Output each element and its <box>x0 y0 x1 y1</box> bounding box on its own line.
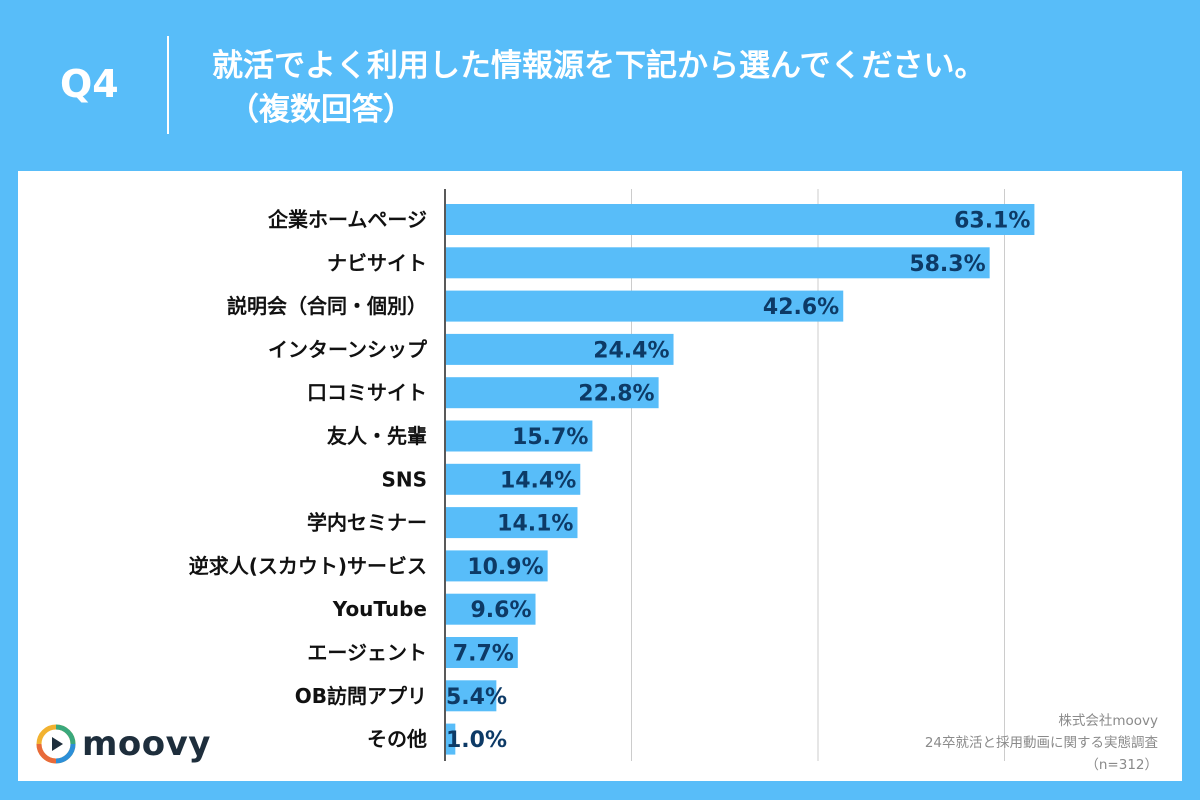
source-sample: （n=312） <box>1085 757 1158 773</box>
value-label-2: 42.6% <box>763 295 839 320</box>
category-label-9: YouTube <box>332 597 427 621</box>
value-label-9: 9.6% <box>471 598 532 623</box>
category-label-2: 説明会（合同・個別） <box>227 294 427 318</box>
value-label-1: 58.3% <box>909 252 985 277</box>
moovy-logo: moovy <box>36 722 211 766</box>
value-label-6: 14.4% <box>500 468 576 493</box>
source-survey: 24卒就活と採用動画に関する実態調査 <box>924 735 1158 751</box>
question-title-line1: 就活でよく利用した情報源を下記から選んでください。 <box>212 48 986 84</box>
category-label-4: 口コミサイト <box>307 381 427 405</box>
bar-0 <box>446 204 1035 235</box>
bar-4 <box>446 377 659 409</box>
category-label-12: その他 <box>367 727 427 751</box>
logo-text: moovy <box>82 724 211 764</box>
question-title: 就活でよく利用した情報源を下記から選んでください。 （複数回答） <box>212 44 1172 132</box>
bar-12 <box>446 723 456 755</box>
chart-panel: 企業ホームページ 63.1% ナビサイト 58.3% 説明会（合同・個別） 42.6% イン… <box>18 171 1182 781</box>
category-label-10: エージェント <box>307 641 427 665</box>
play-circle-icon <box>36 724 76 764</box>
value-label-10: 7.7% <box>453 642 514 667</box>
source-company: 株式会社moovy <box>1058 713 1158 729</box>
value-label-4: 22.8% <box>578 382 654 407</box>
bar-6 <box>446 463 581 495</box>
bar-7 <box>446 507 578 539</box>
header-divider <box>167 36 169 134</box>
bar-8 <box>446 550 548 582</box>
bar-3 <box>446 333 674 365</box>
bar-1 <box>446 247 990 279</box>
category-label-8: 逆求人(スカウト)サービス <box>189 554 427 578</box>
category-label-0: 企業ホームページ <box>267 208 427 232</box>
value-label-12: 1.0% <box>446 728 507 753</box>
value-label-8: 10.9% <box>467 555 543 580</box>
bar-10 <box>446 637 518 668</box>
bar-chart: 企業ホームページ 63.1% ナビサイト 58.3% 説明会（合同・個別） 42.6% イン… <box>189 189 1035 761</box>
bar-11 <box>446 680 497 712</box>
question-title-line2: （複数回答） <box>228 92 414 128</box>
category-label-6: SNS <box>381 467 427 491</box>
value-label-11: 5.4% <box>446 685 507 710</box>
category-label-11: OB訪問アプリ <box>295 684 427 708</box>
value-label-5: 15.7% <box>512 425 588 450</box>
category-label-5: 友人・先輩 <box>327 424 427 448</box>
category-label-3: インターンシップ <box>268 337 428 361</box>
category-label-7: 学内セミナー <box>307 511 427 535</box>
category-label-1: ナビサイト <box>327 251 427 275</box>
bar-5 <box>446 420 593 452</box>
value-label-3: 24.4% <box>593 338 669 363</box>
value-label-7: 14.1% <box>497 512 573 537</box>
header: Q4 就活でよく利用した情報源を下記から選んでください。 （複数回答） <box>0 0 1200 170</box>
question-number: Q4 <box>60 62 119 106</box>
value-label-0: 63.1% <box>954 209 1030 234</box>
bar-9 <box>446 593 536 625</box>
bar-2 <box>446 290 844 322</box>
source-note: 株式会社moovy 24卒就活と採用動画に関する実態調査 （n=312） <box>925 710 1158 776</box>
